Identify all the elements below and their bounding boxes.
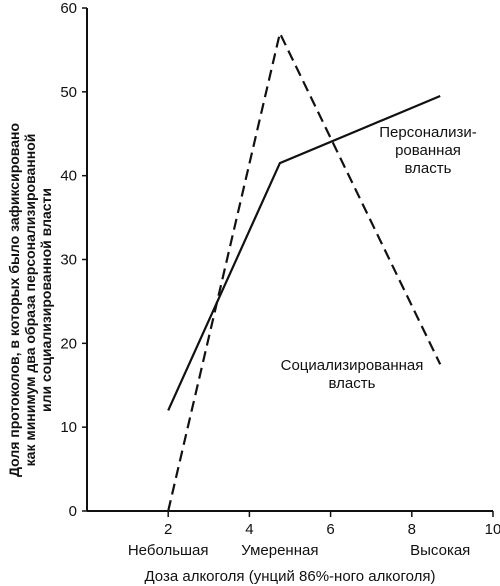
series-annotation-line: Социализированная [281, 357, 424, 374]
y-axis-ticks: 0 10 20 30 40 50 60 [60, 0, 87, 520]
x-tick-label: 6 [326, 521, 334, 538]
series-annotation-line: рованная [395, 142, 461, 159]
category-label: Высокая [410, 542, 470, 559]
x-tick-label: 2 [164, 521, 172, 538]
series-annotation-line: власть [329, 375, 376, 392]
category-labels: Небольшая Умеренная Высокая [128, 542, 470, 559]
plot-frame [86, 8, 493, 512]
y-tick-label: 30 [60, 252, 77, 269]
x-axis-ticks: 2 4 6 8 10 [164, 511, 500, 538]
solid-series-line [167, 94, 441, 411]
y-axis-title-line-3: или социализированной власти [38, 188, 54, 412]
series-annotation-line: Персонализи- [379, 124, 477, 141]
y-axis-title-line-2: как минимум два образа персонализированн… [22, 134, 38, 467]
x-tick-label: 4 [245, 521, 253, 538]
y-tick-label: 50 [60, 84, 77, 101]
series-annotations: Персонализи-рованнаявластьСоциализирован… [281, 124, 477, 392]
series-annotation-line: власть [405, 160, 452, 177]
y-tick-label: 60 [60, 0, 77, 17]
dashed-series-line [167, 29, 442, 512]
y-tick-label: 0 [69, 503, 77, 520]
category-label: Небольшая [128, 542, 209, 559]
x-tick-label: 8 [408, 521, 416, 538]
y-axis-title: Доля протоколов, в которых было зафиксир… [6, 123, 54, 477]
y-tick-label: 20 [60, 335, 77, 352]
category-label: Умеренная [241, 542, 318, 559]
y-tick-label: 10 [60, 419, 77, 436]
y-tick-label: 40 [60, 168, 77, 185]
series-lines [167, 29, 442, 512]
x-axis-title: Доза алкоголя (унций 86%-ного алкоголя) [144, 568, 435, 585]
x-tick-label: 10 [485, 521, 500, 538]
y-axis-title-line-1: Доля протоколов, в которых было зафиксир… [6, 123, 22, 477]
